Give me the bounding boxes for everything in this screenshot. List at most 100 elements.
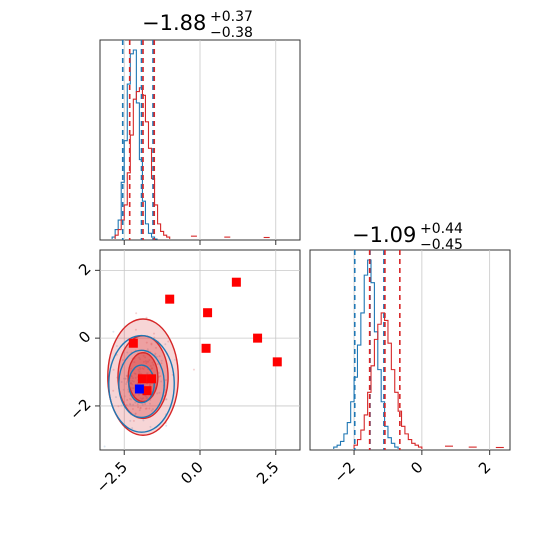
scatter-sample xyxy=(124,377,127,380)
scatter-sample xyxy=(143,383,146,386)
scatter-sample xyxy=(129,419,132,422)
scatter-sample xyxy=(151,361,154,364)
scatter-sample xyxy=(153,332,156,335)
red-marker xyxy=(142,386,152,396)
scatter-sample xyxy=(125,403,128,406)
title-top-left-minus: −0.38 xyxy=(210,25,253,41)
scatter-sample xyxy=(134,328,137,331)
blue-contour-level xyxy=(118,349,165,419)
scatter-sample xyxy=(128,397,131,400)
scatter-sample xyxy=(149,425,152,428)
y-tick-label: −2 xyxy=(66,395,94,423)
scatter-sample xyxy=(150,409,153,412)
x-tick-label: 0 xyxy=(407,458,426,477)
blue-contour-level xyxy=(108,334,175,433)
scatter-sample xyxy=(137,393,140,396)
scatter-sample xyxy=(151,367,154,370)
blue-contour-level xyxy=(128,364,155,404)
scatter-sample xyxy=(137,368,140,371)
scatter-sample xyxy=(156,392,159,395)
red-marker xyxy=(165,294,175,304)
scatter-sample xyxy=(144,360,147,363)
title-top-left-plus: +0.37 xyxy=(210,9,253,25)
scatter-sample xyxy=(117,405,120,408)
scatter-sample xyxy=(139,372,142,375)
scatter-sample xyxy=(139,368,142,371)
scatter-sample xyxy=(165,398,168,401)
scatter-sample xyxy=(103,445,106,448)
scatter-sample xyxy=(131,379,134,382)
scatter-sample xyxy=(125,375,128,378)
scatter-sample xyxy=(131,408,134,411)
scatter-sample xyxy=(114,396,117,399)
scatter-sample xyxy=(140,398,143,401)
scatter-sample xyxy=(160,362,163,365)
scatter-sample xyxy=(134,372,137,375)
scatter-sample xyxy=(152,363,155,366)
scatter-sample xyxy=(131,387,134,390)
scatter-sample xyxy=(134,376,137,379)
scatter-sample xyxy=(139,358,142,361)
title-bottom-right-median: −1.09 xyxy=(352,223,416,247)
scatter-sample xyxy=(134,401,137,404)
scatter-sample xyxy=(141,367,144,370)
scatter-sample xyxy=(133,361,136,364)
histogram-layer xyxy=(111,40,504,450)
red-marker xyxy=(137,374,147,384)
red-marker xyxy=(253,333,263,343)
scatter-sample xyxy=(147,360,150,363)
scatter-sample xyxy=(146,360,149,363)
red-marker xyxy=(201,343,211,353)
scatter-sample xyxy=(165,424,168,427)
y-tick-label: 2 xyxy=(75,260,94,279)
scatter-sample xyxy=(142,360,145,363)
scatter-sample xyxy=(132,403,135,406)
scatter-sample xyxy=(192,368,195,371)
scatter-sample xyxy=(122,388,125,391)
scatter-sample xyxy=(138,409,141,412)
scatter-sample xyxy=(154,352,157,355)
scatter-sample xyxy=(159,375,162,378)
scatter-sample xyxy=(138,370,141,373)
scatter-sample xyxy=(145,362,148,365)
scatter-sample xyxy=(129,382,132,385)
scatter-sample xyxy=(129,382,132,385)
scatter-sample xyxy=(131,427,134,430)
scatter-sample xyxy=(141,397,144,400)
scatter-sample xyxy=(144,356,147,359)
scatter-sample xyxy=(125,374,128,377)
scatter-sample xyxy=(136,403,139,406)
histogram-series xyxy=(353,312,423,449)
scatter-sample xyxy=(160,359,163,362)
scatter-sample xyxy=(142,397,145,400)
scatter-sample xyxy=(148,384,151,387)
scatter-sample xyxy=(112,330,115,333)
scatter-sample xyxy=(149,382,152,385)
scatter-sample xyxy=(138,356,141,359)
scatter-sample xyxy=(165,379,168,382)
scatter-sample xyxy=(148,402,151,405)
scatter-sample xyxy=(112,389,115,392)
scatter-sample xyxy=(139,406,142,409)
scatter-sample xyxy=(132,387,135,390)
scatter-sample xyxy=(155,346,158,349)
x-tick-label: −2 xyxy=(331,458,359,486)
scatter-sample xyxy=(148,359,151,362)
scatter-sample xyxy=(158,391,161,394)
scatter-sample xyxy=(150,343,153,346)
scatter-sample xyxy=(150,342,153,345)
scatter-sample xyxy=(128,403,131,406)
y-tick-label: 0 xyxy=(75,328,94,347)
scatter-sample xyxy=(138,366,141,369)
scatter-sample xyxy=(126,351,129,354)
scatter-sample xyxy=(144,394,147,397)
x-tick-label: 0.0 xyxy=(177,458,207,488)
red-marker xyxy=(231,277,241,287)
blue-marker xyxy=(134,384,144,394)
histogram-series xyxy=(114,87,171,239)
x-tick-label: 2 xyxy=(475,458,494,477)
scatter-sample xyxy=(146,372,149,375)
bottom-right-axes xyxy=(309,249,511,451)
scatter-sample xyxy=(153,336,156,339)
scatter-sample xyxy=(115,344,118,347)
